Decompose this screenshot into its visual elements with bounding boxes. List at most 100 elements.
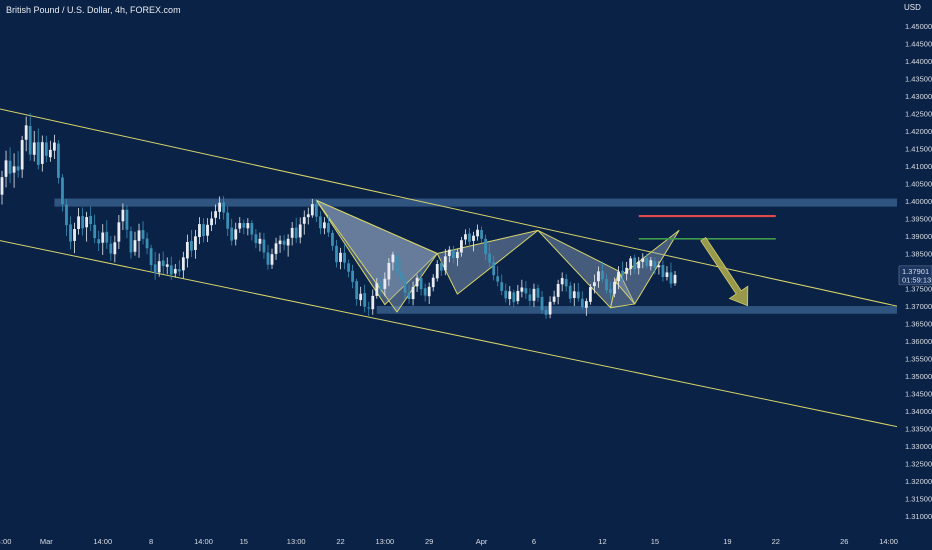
candle-body bbox=[665, 272, 669, 277]
candle-body bbox=[496, 276, 500, 282]
price-tick-label: 1.33000 bbox=[905, 442, 932, 451]
candle bbox=[274, 237, 278, 260]
candle bbox=[294, 217, 298, 243]
candle-body bbox=[460, 240, 463, 253]
candle-body bbox=[230, 227, 234, 241]
candle bbox=[383, 272, 387, 297]
candle bbox=[520, 279, 524, 298]
bar-countdown: 01:59:13 bbox=[902, 275, 931, 284]
candle-body bbox=[185, 241, 189, 259]
candle bbox=[645, 253, 649, 270]
candle bbox=[447, 246, 451, 263]
candle bbox=[669, 262, 673, 288]
candle bbox=[637, 257, 641, 275]
candle-body bbox=[415, 277, 419, 287]
chart-title: British Pound / U.S. Dollar, 4h, FOREX.c… bbox=[6, 5, 181, 15]
candle bbox=[157, 253, 161, 277]
price-tick-label: 1.32500 bbox=[905, 460, 932, 469]
candle bbox=[331, 230, 334, 251]
candle bbox=[661, 260, 665, 282]
candle bbox=[226, 206, 230, 237]
candle-body bbox=[177, 269, 181, 272]
support-zone bbox=[376, 306, 897, 314]
candle-body bbox=[77, 216, 80, 230]
candle-body bbox=[81, 216, 84, 229]
candle-body bbox=[206, 224, 209, 236]
candle bbox=[52, 134, 56, 159]
time-tick-label: 6 bbox=[532, 537, 536, 546]
candle bbox=[665, 266, 669, 281]
candle bbox=[0, 170, 4, 205]
candle bbox=[411, 281, 415, 306]
candle-body bbox=[431, 277, 435, 288]
candle-body bbox=[524, 288, 528, 294]
candle bbox=[28, 113, 32, 161]
candle-body bbox=[24, 125, 28, 140]
candle-body bbox=[153, 264, 157, 274]
candle bbox=[560, 272, 564, 292]
candle bbox=[617, 266, 620, 290]
candle bbox=[137, 223, 141, 258]
candle bbox=[375, 278, 379, 299]
candle-body bbox=[629, 258, 633, 269]
candle-body bbox=[93, 224, 97, 239]
candle-body bbox=[226, 212, 230, 229]
candle-body bbox=[12, 166, 16, 173]
candle-body bbox=[347, 263, 350, 272]
candle bbox=[504, 283, 508, 303]
candle bbox=[576, 282, 580, 302]
candle bbox=[363, 284, 367, 313]
candle-body bbox=[504, 290, 508, 299]
candle-body bbox=[363, 293, 367, 307]
price-tick-label: 1.34000 bbox=[905, 407, 932, 416]
candle-body bbox=[335, 245, 338, 263]
candle-body bbox=[318, 216, 322, 229]
candle-body bbox=[105, 231, 109, 243]
candle bbox=[556, 279, 560, 305]
price-tick-label: 1.43000 bbox=[905, 92, 932, 101]
candle bbox=[44, 135, 48, 163]
price-tick-label: 1.39500 bbox=[905, 215, 932, 224]
candle-body bbox=[552, 296, 556, 302]
candle bbox=[472, 231, 475, 252]
candle bbox=[314, 200, 318, 223]
candle-body bbox=[568, 285, 572, 299]
candle bbox=[8, 147, 12, 184]
candle bbox=[165, 257, 169, 275]
candle-body bbox=[97, 239, 101, 244]
candle bbox=[387, 258, 391, 287]
time-tick-label: 8 bbox=[149, 537, 153, 546]
candle-body bbox=[375, 283, 379, 296]
candle bbox=[101, 224, 105, 255]
candle-body bbox=[508, 291, 512, 300]
candle-body bbox=[637, 261, 641, 269]
candle-body bbox=[472, 235, 475, 241]
candle-body bbox=[564, 279, 568, 287]
time-tick-label: 14:00 bbox=[879, 537, 898, 546]
candle bbox=[81, 207, 84, 236]
candle-body bbox=[125, 209, 129, 230]
candle-body bbox=[544, 309, 548, 315]
candle bbox=[367, 301, 371, 316]
candle-body bbox=[391, 254, 395, 263]
candle bbox=[198, 217, 201, 245]
candle bbox=[460, 237, 463, 257]
candle-body bbox=[121, 209, 125, 222]
candle bbox=[32, 130, 36, 162]
candle-body bbox=[464, 234, 467, 240]
candle bbox=[391, 251, 395, 271]
candle-body bbox=[536, 288, 540, 298]
candle-body bbox=[613, 281, 616, 294]
candle bbox=[407, 284, 411, 304]
candle-body bbox=[423, 288, 427, 296]
candle-body bbox=[327, 223, 330, 233]
candle bbox=[423, 283, 427, 302]
candle-body bbox=[314, 204, 318, 217]
candle-body bbox=[649, 260, 653, 267]
candle-body bbox=[580, 298, 584, 308]
candle bbox=[568, 281, 572, 303]
price-tick-label: 1.42000 bbox=[905, 127, 932, 136]
candle bbox=[20, 135, 24, 178]
